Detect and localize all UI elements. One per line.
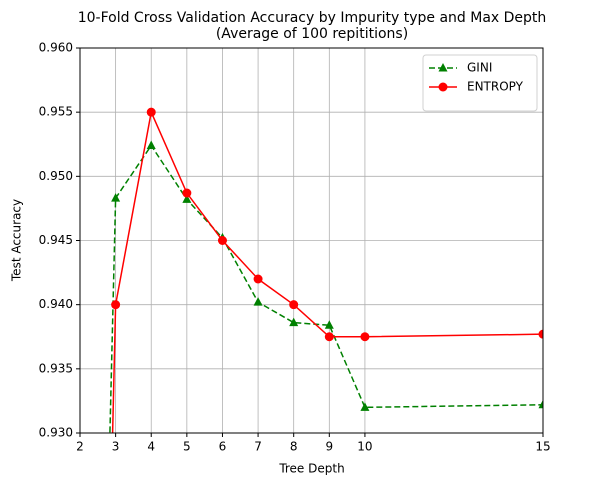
y-axis-label: Test Accuracy bbox=[10, 199, 24, 282]
marker bbox=[253, 274, 263, 284]
ticks: 0.930 0.935 0.940 0.945 0.950 0.955 0.960 2 3 4 5 6… bbox=[39, 41, 551, 454]
x-tick-label: 10 bbox=[357, 440, 372, 454]
marker bbox=[324, 332, 334, 342]
x-tick-label: 4 bbox=[147, 440, 155, 454]
x-tick-label: 3 bbox=[112, 440, 120, 454]
x-tick-label: 2 bbox=[76, 440, 84, 454]
x-axis-label: Tree Depth bbox=[278, 462, 344, 476]
line bbox=[109, 144, 543, 433]
marker bbox=[538, 399, 543, 409]
x-tick-label: 6 bbox=[219, 440, 227, 454]
marker bbox=[111, 300, 121, 310]
marker bbox=[360, 332, 370, 342]
y-tick-label: 0.950 bbox=[39, 169, 73, 183]
legend-label: ENTROPY bbox=[467, 80, 524, 94]
marker bbox=[146, 107, 156, 117]
x-tick-label: 5 bbox=[183, 440, 191, 454]
y-tick-label: 0.930 bbox=[39, 426, 73, 440]
x-tick-label: 7 bbox=[254, 440, 262, 454]
chart-subtitle: (Average of 100 repititions) bbox=[216, 26, 408, 42]
marker bbox=[182, 194, 192, 203]
legend-marker bbox=[438, 63, 448, 72]
y-tick-label: 0.960 bbox=[39, 41, 73, 55]
legend-marker bbox=[438, 82, 448, 92]
marker bbox=[217, 236, 227, 245]
marker bbox=[182, 188, 192, 198]
marker bbox=[111, 193, 121, 202]
marker bbox=[360, 402, 370, 411]
marker bbox=[289, 300, 299, 310]
y-tick-label: 0.945 bbox=[39, 233, 73, 247]
marker bbox=[289, 317, 299, 327]
y-tick-label: 0.955 bbox=[39, 105, 73, 119]
y-tick-label: 0.940 bbox=[39, 297, 73, 311]
x-tick-label: 9 bbox=[325, 440, 333, 454]
marker bbox=[324, 320, 334, 329]
x-tick-label: 8 bbox=[290, 440, 298, 454]
marker bbox=[146, 140, 156, 150]
plot-area bbox=[109, 107, 543, 433]
legend-box bbox=[422, 54, 538, 112]
chart-title: 10-Fold Cross Validation Accuracy by Imp… bbox=[78, 10, 547, 26]
marker bbox=[538, 329, 543, 339]
legend-label: GINI bbox=[467, 61, 492, 75]
y-tick-label: 0.935 bbox=[39, 361, 73, 375]
legend: GINI ENTROPY bbox=[422, 54, 538, 112]
marker bbox=[253, 297, 263, 306]
x-tick-label: 15 bbox=[535, 440, 550, 454]
line bbox=[111, 109, 543, 433]
